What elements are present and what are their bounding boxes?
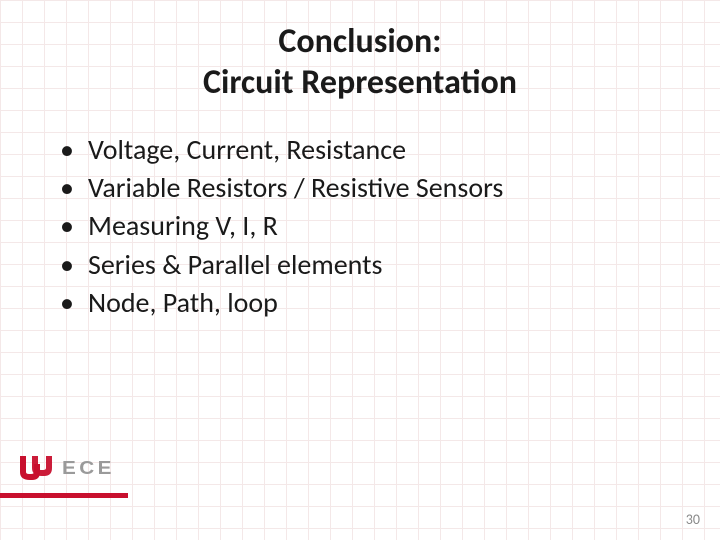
page-number: 30 [686,511,700,528]
bullet-text: Series & Parallel elements [88,247,382,282]
bullet-text: Variable Resistors / Resistive Sensors [88,170,503,205]
bullet-text: Node, Path, loop [88,285,278,320]
list-item: Measuring V, I, R [60,208,720,244]
bullet-text: Voltage, Current, Resistance [88,132,406,167]
ece-logo-text: ECE [62,458,115,479]
accent-bar [0,493,128,498]
title-line-2: Circuit Representation [203,62,517,103]
title-line-1: Conclusion: [278,21,441,62]
list-item: Series & Parallel elements [60,247,720,283]
logo-area: ECE [18,454,108,482]
slide-content: Conclusion: Circuit Representation Volta… [0,0,720,322]
bullet-list: Voltage, Current, Resistance Variable Re… [0,132,720,322]
list-item: Node, Path, loop [60,285,720,321]
university-u-logo-icon [18,454,54,482]
list-item: Voltage, Current, Resistance [60,132,720,168]
bullet-text: Measuring V, I, R [88,208,278,243]
slide-title: Conclusion: Circuit Representation [0,22,720,104]
list-item: Variable Resistors / Resistive Sensors [60,170,720,206]
